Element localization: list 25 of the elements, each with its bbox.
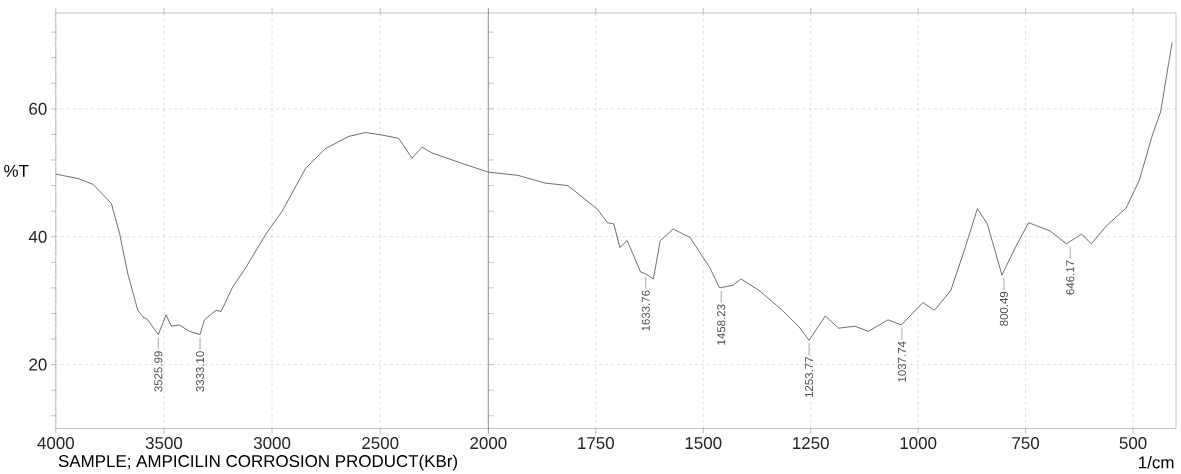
annotation: 3525.99 <box>154 351 163 392</box>
y-tick-label: 40 <box>28 230 47 243</box>
annotation: 3333.10 <box>195 351 205 392</box>
x-tick-label: 1500 <box>685 436 722 449</box>
annotation: 1253.77 <box>805 356 814 397</box>
annotation: 1037.74 <box>897 341 906 382</box>
x-tick-label: 3000 <box>253 436 291 449</box>
x-tick-label: 1000 <box>900 436 937 449</box>
annotation: 1458.23 <box>717 304 726 345</box>
annotation: 1633.76 <box>641 290 650 331</box>
y-tick-label: 60 <box>29 102 47 115</box>
x-tick-label: 2500 <box>362 436 399 449</box>
x-tick-label: 4000 <box>37 436 74 449</box>
annotation: 800.49 <box>999 291 1008 326</box>
x-tick-label: 2000 <box>470 436 507 449</box>
text: SAMPLE; AMPICILIN CORROSION PRODUCT(KBr) <box>58 454 458 471</box>
x-tick-label: 1750 <box>578 436 614 449</box>
x-axis-title: 1/cm <box>1139 455 1174 469</box>
x-tick-label: 500 <box>1119 436 1147 449</box>
y-axis-title: %T <box>4 164 29 177</box>
x-tick-label: 3500 <box>145 436 183 449</box>
y-tick-label: 20 <box>29 358 47 371</box>
x-tick-label: 1250 <box>793 436 829 449</box>
x-tick-label: 750 <box>1012 436 1040 449</box>
annotation: 646.17 <box>1066 260 1075 295</box>
